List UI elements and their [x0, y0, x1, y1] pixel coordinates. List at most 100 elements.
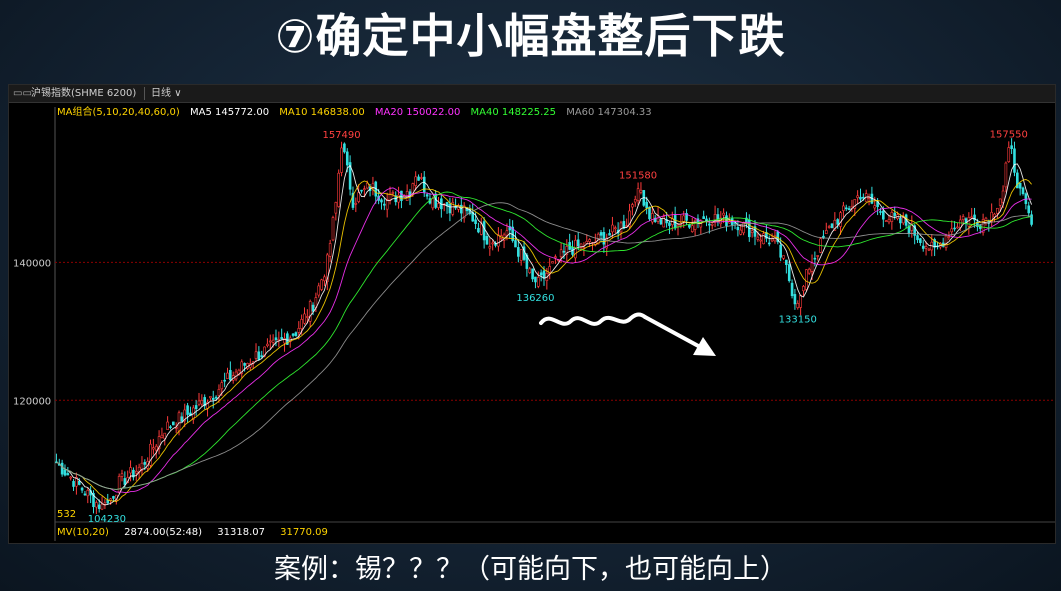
candle-body: [86, 489, 90, 497]
candle-body: [75, 477, 78, 487]
candle-body: [859, 196, 862, 200]
candle-body: [576, 239, 580, 247]
bottom-left-label: 532: [57, 509, 76, 520]
candle-body: [916, 235, 919, 241]
candle-body: [514, 240, 517, 248]
y-tick-label: 140000: [13, 258, 51, 269]
candle-body: [554, 256, 557, 258]
candle-body: [320, 279, 323, 290]
candle-body: [525, 254, 529, 269]
candle-body: [702, 216, 705, 219]
low-price-label: 136260: [516, 293, 554, 304]
candle-body: [66, 473, 70, 476]
candle-body: [106, 499, 110, 504]
candle-body: [286, 333, 289, 345]
candle-body: [1030, 214, 1033, 225]
candle-body: [95, 502, 98, 508]
period-label: 日线: [151, 88, 171, 99]
candle-body: [1021, 187, 1025, 194]
candle-body: [154, 445, 158, 451]
candle-body: [345, 151, 349, 166]
candle-body: [92, 493, 95, 508]
candle-body: [1007, 147, 1011, 162]
candle-body: [317, 285, 321, 296]
candle-body: [169, 426, 172, 428]
candle-body: [380, 199, 383, 203]
candle-body: [482, 221, 486, 241]
candle-body: [950, 228, 954, 233]
candles: [55, 138, 1033, 515]
candle-body: [813, 257, 817, 260]
candle-body: [408, 191, 412, 197]
candle-body: [97, 504, 101, 510]
candle-body: [924, 246, 928, 249]
candle-body: [214, 396, 218, 399]
high-price-label: 151580: [619, 171, 657, 182]
candle-body: [77, 480, 81, 485]
candle-body: [217, 389, 221, 396]
candle-body: [539, 272, 543, 276]
candle-body: [72, 481, 75, 487]
candle-body: [996, 207, 999, 214]
candle-body: [229, 370, 232, 381]
candle-body: [297, 328, 301, 333]
candle-body: [1001, 190, 1005, 203]
candle-body: [579, 243, 583, 248]
ma10-value: MA10 146838.00: [279, 107, 365, 118]
candle-body: [63, 469, 67, 476]
candle-body: [588, 239, 591, 242]
candle-body: [690, 225, 694, 232]
candle-body: [1018, 182, 1022, 189]
candle-body: [622, 221, 626, 229]
candle-body: [1016, 172, 1019, 189]
candle-body: [360, 189, 363, 192]
candle-body: [873, 205, 877, 209]
high-price-label: 157550: [990, 129, 1028, 140]
y-tick-label: 120000: [13, 396, 51, 407]
candle-body: [899, 217, 902, 224]
candle-body: [200, 399, 204, 405]
candle-body: [608, 233, 611, 236]
ma60-value: MA60 147304.33: [566, 107, 652, 118]
ma-combo-selector[interactable]: MA组合(5,10,20,40,60,0): [57, 107, 180, 118]
candle-body: [294, 332, 298, 336]
candle-body: [132, 469, 135, 478]
candle-body: [998, 198, 1002, 206]
candle-body: [551, 261, 554, 264]
candle-body: [847, 208, 851, 211]
chart-window[interactable]: ▭▭ 沪锡指数(SHME 6200) 日线 ∨ 140000 120000 1574…: [8, 84, 1056, 544]
candle-body: [400, 190, 403, 201]
candle-body: [337, 172, 341, 207]
candle-body: [303, 313, 306, 324]
period-selector[interactable]: 日线 ∨: [151, 85, 182, 102]
candle-body: [197, 400, 201, 405]
low-price-label: 104230: [88, 514, 126, 525]
candle-body: [186, 405, 189, 415]
candle-body: [129, 467, 132, 474]
candle-body: [183, 409, 187, 422]
candle-body: [420, 177, 423, 179]
candle-body: [485, 236, 489, 245]
candle-body: [152, 447, 155, 450]
window-icon[interactable]: ▭▭: [13, 88, 32, 99]
candle-body: [488, 246, 492, 249]
candle-body: [602, 232, 606, 245]
candle-body: [311, 304, 315, 312]
candle-body: [448, 203, 452, 214]
candle-body: [722, 212, 725, 216]
candle-body: [203, 397, 206, 407]
candle-body: [348, 162, 352, 190]
volume-indicator-label[interactable]: MV(10,20): [57, 527, 109, 538]
candle-body: [437, 203, 440, 208]
high-price-label: 157490: [322, 130, 360, 141]
candle-body: [793, 294, 797, 305]
candle-body: [528, 268, 532, 274]
candle-body: [149, 443, 152, 466]
candle-body: [268, 340, 272, 343]
ma60-line: [56, 202, 1032, 490]
candle-body: [497, 234, 500, 247]
candle-body: [491, 242, 494, 245]
price-chart[interactable]: 140000 120000 157490 151580 157550 136260 1331…: [9, 85, 1055, 543]
volume-legend: MV(10,20) 2874.00(52:48) 31318.07 31770.…: [57, 526, 340, 540]
candle-body: [123, 478, 127, 485]
